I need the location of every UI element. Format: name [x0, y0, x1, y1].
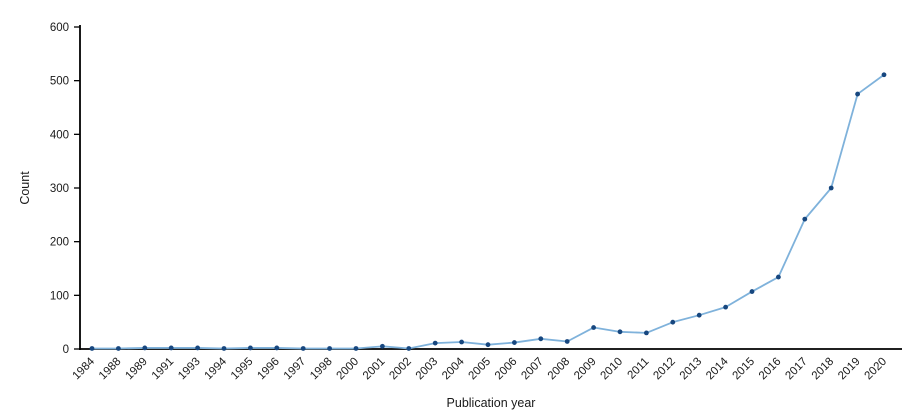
x-tick-label: 2001 — [361, 356, 388, 383]
data-point-1995 — [248, 345, 253, 351]
x-tick-label: 1988 — [97, 356, 124, 383]
y-tick-label: 400 — [50, 129, 69, 141]
data-point-1989 — [142, 345, 148, 351]
data-point-2000 — [353, 346, 359, 351]
x-axis-title: Publication year — [446, 396, 536, 410]
data-point-2010 — [617, 329, 623, 335]
data-point-2003 — [432, 340, 438, 346]
data-point-2001 — [380, 343, 385, 349]
y-tick-label: 600 — [50, 22, 69, 34]
data-point-2016 — [776, 274, 781, 280]
data-point-2015 — [749, 289, 755, 294]
y-tick-label: 500 — [50, 76, 69, 88]
data-point-2008 — [564, 339, 570, 344]
x-tick-label: 2016 — [757, 356, 784, 383]
data-point-2005 — [485, 342, 491, 348]
data-point-1996 — [274, 345, 280, 351]
x-tick-label: 2006 — [493, 356, 520, 383]
x-tick-label: 1995 — [229, 356, 256, 383]
x-tick-label: 1993 — [176, 356, 203, 383]
x-tick-label: 2020 — [863, 356, 890, 383]
x-tick-label: 1984 — [71, 355, 98, 382]
x-tick-label: 1998 — [308, 356, 335, 383]
data-point-2006 — [512, 340, 517, 345]
y-axis-title: Count — [18, 171, 32, 205]
x-tick-label: 2002 — [387, 356, 414, 383]
data-point-1984 — [89, 346, 95, 351]
count-series-line — [91, 73, 885, 350]
y-tick-label: 100 — [50, 290, 69, 302]
y-tick-label: 300 — [50, 183, 69, 195]
x-tick-label: 2000 — [335, 356, 362, 383]
x-tick-label: 2018 — [810, 356, 837, 383]
y-tick-label: 0 — [63, 344, 69, 356]
x-tick-label: 2007 — [519, 356, 546, 383]
x-tick-label: 1989 — [123, 356, 150, 383]
x-tick-label: 2015 — [731, 356, 758, 383]
x-tick-label: 2005 — [467, 356, 494, 383]
data-point-2017 — [802, 216, 808, 222]
data-point-1998 — [327, 346, 332, 351]
data-point-2011 — [644, 330, 649, 336]
x-tick-label: 2003 — [414, 356, 441, 383]
x-tick-label: 1997 — [282, 356, 309, 383]
data-point-2018 — [828, 185, 834, 191]
x-tick-label: 1996 — [255, 356, 282, 383]
data-point-2019 — [855, 91, 860, 97]
x-tick-label: 2017 — [783, 356, 810, 383]
y-tick-label: 200 — [50, 237, 69, 249]
x-tick-label: 1991 — [150, 356, 177, 383]
x-tick-label: 2004 — [440, 355, 467, 382]
data-point-2002 — [406, 346, 412, 351]
data-point-2009 — [591, 325, 596, 330]
data-point-2007 — [538, 336, 544, 342]
data-point-1993 — [195, 345, 201, 351]
data-point-1997 — [300, 346, 306, 351]
data-point-2020 — [881, 72, 887, 78]
x-tick-label: 2019 — [836, 356, 863, 383]
data-point-1988 — [116, 346, 121, 351]
x-tick-label: 2009 — [572, 356, 599, 383]
data-point-1994 — [221, 346, 227, 351]
data-point-2014 — [723, 304, 728, 310]
x-tick-label: 2011 — [626, 356, 652, 382]
data-point-2004 — [459, 339, 464, 345]
x-tick-label: 2012 — [651, 356, 678, 383]
x-tick-label: 2008 — [546, 356, 573, 383]
x-tick-label: 2013 — [678, 356, 705, 383]
x-tick-label: 2014 — [704, 355, 731, 382]
data-point-1991 — [168, 345, 174, 351]
x-tick-label: 2010 — [599, 356, 626, 383]
data-point-2012 — [670, 319, 676, 325]
x-tick-label: 1994 — [203, 355, 230, 382]
data-point-2013 — [696, 312, 702, 318]
